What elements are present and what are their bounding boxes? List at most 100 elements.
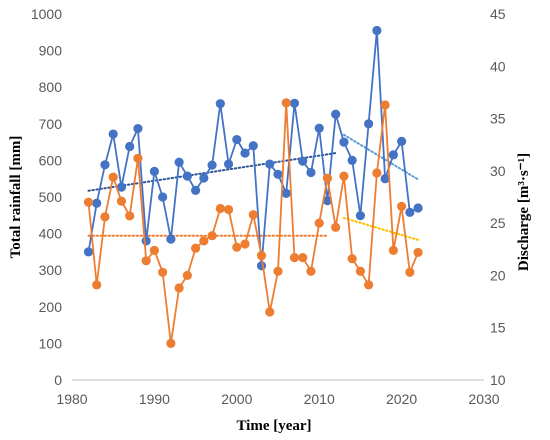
data-point xyxy=(223,159,234,169)
data-point xyxy=(380,174,390,184)
y-left-tick-label: 600 xyxy=(39,152,63,168)
data-point xyxy=(133,123,143,134)
data-point xyxy=(174,157,184,167)
y-left-tick-label: 500 xyxy=(39,189,63,205)
data-point xyxy=(355,211,365,221)
data-point xyxy=(405,267,415,277)
trendline-1 xyxy=(87,152,337,192)
data-point xyxy=(240,148,250,158)
data-point xyxy=(108,172,118,182)
data-point xyxy=(281,98,291,108)
x-axis-title: Time [year] xyxy=(236,418,311,434)
data-point xyxy=(331,109,341,119)
data-point xyxy=(141,236,151,246)
y-right-tick-label: 15 xyxy=(490,320,506,336)
data-point xyxy=(141,256,151,266)
data-point xyxy=(314,123,324,133)
data-point xyxy=(372,168,382,178)
y-axis-right-title: Discharge [m³·s⁻¹] xyxy=(516,153,532,271)
data-point xyxy=(215,203,225,214)
data-point xyxy=(116,196,127,206)
data-point xyxy=(322,173,333,183)
data-point xyxy=(149,245,159,255)
data-point xyxy=(207,231,217,241)
y-left-tick-label: 800 xyxy=(39,79,63,95)
data-point xyxy=(83,247,94,257)
data-point xyxy=(248,210,258,220)
data-point xyxy=(199,236,209,246)
data-point xyxy=(191,185,201,196)
data-point xyxy=(322,196,333,206)
data-point xyxy=(232,134,242,145)
trendline-4 xyxy=(342,216,420,241)
data-point xyxy=(166,338,176,348)
data-point xyxy=(306,266,316,276)
data-point xyxy=(182,270,192,281)
data-point xyxy=(306,167,316,178)
data-point xyxy=(116,182,127,192)
data-point xyxy=(339,171,349,181)
data-point xyxy=(314,218,324,228)
x-tick-label: 2000 xyxy=(221,391,252,407)
data-point xyxy=(92,280,102,290)
series-left-axis xyxy=(83,25,423,271)
y-right-tick-label: 40 xyxy=(490,58,506,74)
data-point xyxy=(256,250,267,261)
data-point xyxy=(92,198,102,208)
y-left-tick-label: 200 xyxy=(39,299,63,315)
data-point xyxy=(405,207,415,217)
data-point xyxy=(125,141,135,152)
x-tick-label: 2020 xyxy=(386,391,417,407)
y-left-tick-label: 900 xyxy=(39,43,63,59)
data-point xyxy=(413,247,423,258)
data-point xyxy=(380,100,390,110)
data-point xyxy=(199,173,209,183)
data-point xyxy=(83,197,94,207)
data-point xyxy=(364,119,374,129)
y-left-tick-label: 300 xyxy=(39,262,63,278)
data-point xyxy=(191,243,201,253)
data-point xyxy=(182,171,192,181)
data-point xyxy=(215,99,225,109)
data-point xyxy=(347,254,357,264)
data-point xyxy=(158,192,168,202)
data-point xyxy=(100,160,110,170)
tick-labels: 1980 1990 2000 2010 2020 20300100200300400500… xyxy=(31,6,506,407)
data-point xyxy=(388,245,398,255)
data-point xyxy=(133,153,143,163)
data-point xyxy=(166,234,176,244)
data-point xyxy=(223,204,234,215)
data-point xyxy=(207,160,217,170)
y-right-tick-label: 20 xyxy=(490,267,506,283)
data-point xyxy=(273,266,283,276)
data-point xyxy=(232,242,242,252)
data-point xyxy=(149,166,159,176)
y-left-tick-label: 400 xyxy=(39,226,63,242)
data-point xyxy=(256,261,267,271)
data-point xyxy=(158,267,168,277)
y-right-tick-label: 30 xyxy=(490,163,506,179)
data-point xyxy=(265,307,275,317)
data-point xyxy=(331,222,341,232)
data-point xyxy=(397,136,407,146)
data-point xyxy=(364,280,374,290)
x-tick-label: 1980 xyxy=(56,391,87,407)
y-axis-left-title: Total rainfall [mm] xyxy=(8,136,24,259)
y-left-tick-label: 100 xyxy=(39,335,63,351)
data-point xyxy=(240,239,250,249)
data-point xyxy=(265,159,275,169)
y-right-tick-label: 35 xyxy=(490,111,506,127)
data-point xyxy=(289,98,300,108)
x-tick-label: 1990 xyxy=(139,391,170,407)
data-point xyxy=(413,203,423,213)
y-left-tick-label: 0 xyxy=(54,372,62,388)
data-point xyxy=(248,141,258,151)
data-point xyxy=(273,169,283,179)
y-right-tick-label: 10 xyxy=(490,372,506,388)
x-tick-label: 2010 xyxy=(304,391,335,407)
data-point xyxy=(339,137,349,147)
data-point xyxy=(355,266,365,276)
x-tick-label: 2030 xyxy=(468,391,499,407)
y-right-tick-label: 25 xyxy=(490,215,506,231)
